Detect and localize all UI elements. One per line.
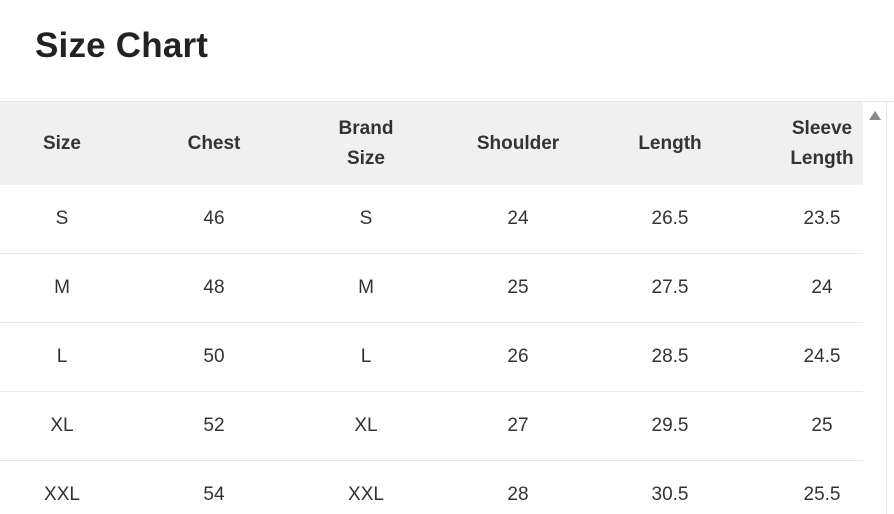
- divider: [886, 102, 887, 514]
- column-header: Brand Size: [338, 117, 394, 169]
- table-cell: 27: [442, 391, 594, 461]
- vertical-scrollbar[interactable]: [863, 102, 886, 514]
- size-chart-table: Size Chest Brand Size Shoulder Length Sleeve Le…: [0, 102, 863, 514]
- column-header: Length: [638, 132, 702, 154]
- table-header-row: Size Chest Brand Size Shoulder Length Sleeve Le…: [0, 102, 863, 185]
- table-cell: 29.5: [594, 391, 746, 461]
- table-cell: 28: [442, 460, 594, 514]
- table-row: XL 52 XL 27 29.5 25: [0, 391, 863, 461]
- table-cell: XXL: [290, 460, 442, 514]
- table-cell: 46: [138, 185, 290, 254]
- table-row: S 46 S 24 26.5 23.5: [0, 185, 863, 254]
- table-cell: 25: [442, 253, 594, 323]
- table-cell: 25.5: [746, 460, 863, 514]
- table-cell: S: [290, 185, 442, 254]
- table-row: XXL 54 XXL 28 30.5 25.5: [0, 460, 863, 514]
- table-cell: L: [290, 322, 442, 392]
- column-header: Chest: [187, 132, 241, 154]
- table-cell: XXL: [0, 460, 138, 514]
- table-cell: 23.5: [746, 185, 863, 254]
- table-cell: 24: [442, 185, 594, 254]
- table-cell: 25: [746, 391, 863, 461]
- scroll-up-arrow-icon[interactable]: [869, 111, 881, 120]
- divider: [0, 101, 894, 102]
- table-cell: M: [290, 253, 442, 323]
- table-cell: 24.5: [746, 322, 863, 392]
- table-cell: 48: [138, 253, 290, 323]
- table-cell: 28.5: [594, 322, 746, 392]
- column-header: Shoulder: [476, 132, 560, 154]
- table-cell: 24: [746, 253, 863, 323]
- table-cell: 50: [138, 322, 290, 392]
- page-title: Size Chart: [35, 26, 209, 65]
- table-cell: S: [0, 185, 138, 254]
- column-header: Size: [42, 132, 82, 154]
- table-cell: 27.5: [594, 253, 746, 323]
- table-cell: XL: [0, 391, 138, 461]
- table-row: L 50 L 26 28.5 24.5: [0, 322, 863, 392]
- table-cell: M: [0, 253, 138, 323]
- size-chart-table-container: Size Chest Brand Size Shoulder Length Sleeve Le…: [0, 102, 863, 514]
- table-row: M 48 M 25 27.5 24: [0, 253, 863, 323]
- table-cell: 26: [442, 322, 594, 392]
- table-cell: L: [0, 322, 138, 392]
- table-cell: 54: [138, 460, 290, 514]
- table-cell: 30.5: [594, 460, 746, 514]
- table-cell: 52: [138, 391, 290, 461]
- table-cell: 26.5: [594, 185, 746, 254]
- table-cell: XL: [290, 391, 442, 461]
- column-header: Sleeve Length: [790, 117, 854, 169]
